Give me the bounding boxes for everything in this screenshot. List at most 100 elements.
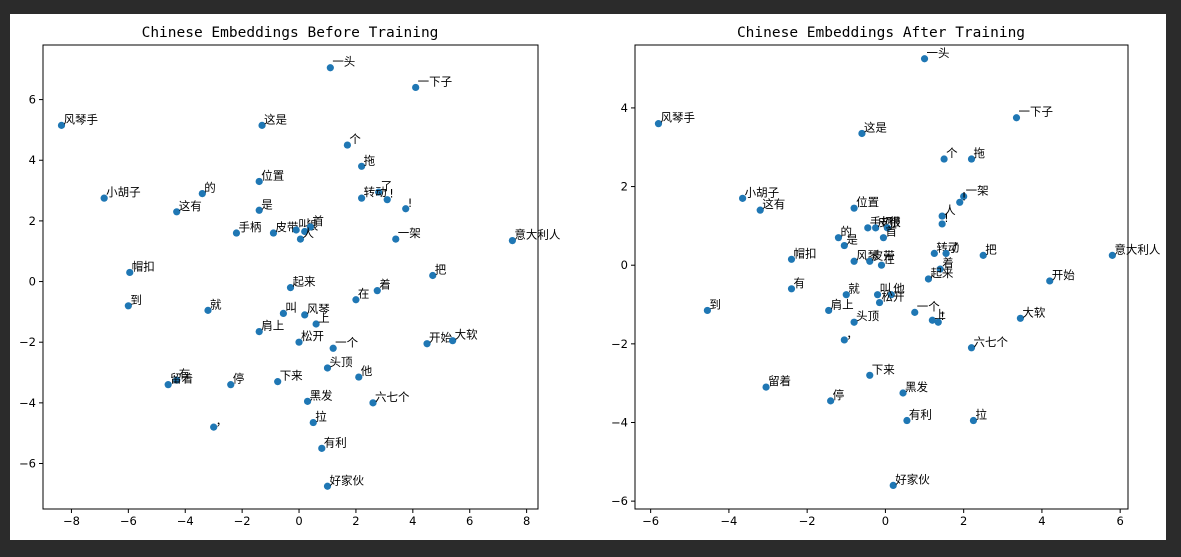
- scatter-point: [323, 364, 332, 372]
- scatter-point: [840, 241, 848, 250]
- point-label: 位置: [856, 195, 879, 209]
- point-label: 手柄: [238, 220, 261, 234]
- scatter-point: [842, 291, 850, 299]
- scatter-point: [967, 155, 976, 163]
- scatter-point: [920, 55, 929, 63]
- plot-frame: [634, 44, 1129, 510]
- scatter-point: [323, 482, 332, 490]
- x-tick-label: 0: [295, 514, 302, 528]
- x-tick-label: 6: [466, 514, 473, 528]
- scatter-point: [1046, 277, 1054, 285]
- point-label: 有: [179, 367, 191, 381]
- point-label: 个: [946, 146, 958, 160]
- scatter-point: [326, 64, 334, 72]
- scatter-point: [875, 298, 884, 307]
- point-label: 六七个: [375, 390, 410, 404]
- scatter-point: [979, 251, 987, 259]
- y-tick-label: −2: [611, 337, 628, 351]
- point-label: 很: [889, 215, 901, 229]
- point-label: 一头: [332, 55, 355, 69]
- point-label: 下来: [872, 362, 895, 376]
- point-label: 大软: [455, 328, 478, 342]
- scatter-point: [936, 265, 944, 273]
- point-label: 小胡子: [106, 185, 140, 199]
- point-label: 叫: [298, 217, 310, 231]
- point-label: 意大利人: [514, 228, 560, 242]
- scatter-point: [124, 302, 132, 310]
- scatter-point: [373, 287, 381, 295]
- x-tick-label: −8: [63, 514, 80, 528]
- point-label: 这有: [179, 199, 202, 213]
- point-label: 是: [261, 197, 273, 211]
- scatter-point: [232, 229, 241, 237]
- scatter-point: [301, 311, 309, 319]
- scatter-point: [269, 229, 278, 237]
- x-tick-label: −4: [720, 514, 737, 528]
- scatter-point: [889, 481, 897, 490]
- scatter-point: [827, 397, 835, 405]
- scatter-point: [887, 291, 895, 299]
- x-tick-label: 4: [409, 514, 416, 528]
- point-label: 了: [948, 240, 960, 254]
- scatter-point: [126, 268, 134, 277]
- scatter-point: [938, 220, 946, 228]
- point-label: 开始: [1052, 268, 1075, 282]
- scatter-point: [173, 208, 181, 216]
- x-tick-label: −4: [177, 514, 194, 528]
- point-label: 留着: [170, 372, 193, 386]
- point-label: 黑发: [905, 380, 928, 394]
- scatter-point: [358, 194, 366, 202]
- scatter-point: [258, 121, 266, 129]
- scatter-point: [295, 338, 303, 346]
- scatter-point: [369, 399, 377, 407]
- point-label: 风琴: [307, 302, 330, 316]
- point-label: 停: [833, 388, 845, 402]
- point-label: 好家伙: [895, 472, 930, 486]
- point-label: 到: [709, 297, 721, 311]
- point-label: 起来: [930, 266, 953, 280]
- scatter-point: [100, 194, 108, 202]
- scatter-point: [279, 309, 287, 317]
- chart-title: Chinese Embeddings Before Training: [142, 25, 439, 41]
- point-label: 一头: [927, 46, 950, 60]
- point-label: 一架: [398, 226, 421, 240]
- scatter-point: [392, 235, 400, 243]
- scatter-point: [654, 120, 663, 128]
- point-label: 拉: [975, 408, 987, 422]
- scatter-point: [938, 212, 946, 220]
- y-tick-label: −2: [19, 335, 36, 349]
- x-tick-label: 2: [960, 514, 967, 528]
- point-label: 上: [934, 307, 946, 321]
- point-label: 这是: [864, 120, 887, 134]
- scatter-charts: Chinese Embeddings Before Training −8 −6−…: [19, 25, 1161, 528]
- scatter-point: [866, 371, 874, 379]
- point-label: 大软: [1022, 305, 1045, 319]
- point-label: 肩上: [261, 319, 284, 333]
- point-label: 转动: [364, 185, 387, 199]
- point-label: 皮带: [878, 215, 901, 229]
- point-label: 开始: [429, 331, 452, 345]
- scatter-point: [352, 296, 360, 304]
- x-tick-label: 6: [1117, 514, 1124, 528]
- y-tick-label: 2: [29, 214, 36, 228]
- point-label: ，: [846, 327, 858, 341]
- point-label: 皮带: [872, 248, 895, 262]
- scatter-point: [198, 190, 206, 198]
- scatter-point: [204, 306, 212, 314]
- point-label: 风琴手: [63, 112, 98, 126]
- y-tick-label: −4: [611, 415, 628, 429]
- point-label: 上: [318, 311, 330, 325]
- point-label: 人: [302, 226, 314, 240]
- point-label: 风琴: [856, 248, 879, 262]
- scatter-point: [412, 83, 420, 92]
- scatter-point: [210, 423, 218, 431]
- point-label: 这有: [762, 197, 785, 211]
- scatter-point: [449, 337, 457, 345]
- point-label: 了: [381, 179, 393, 193]
- x-tick-label: 8: [523, 514, 530, 528]
- point-label: 把: [985, 242, 997, 256]
- scatter-point: [877, 261, 886, 269]
- scatter-point: [274, 378, 282, 386]
- point-label: 是: [846, 233, 858, 247]
- point-label: 一下子: [418, 74, 453, 88]
